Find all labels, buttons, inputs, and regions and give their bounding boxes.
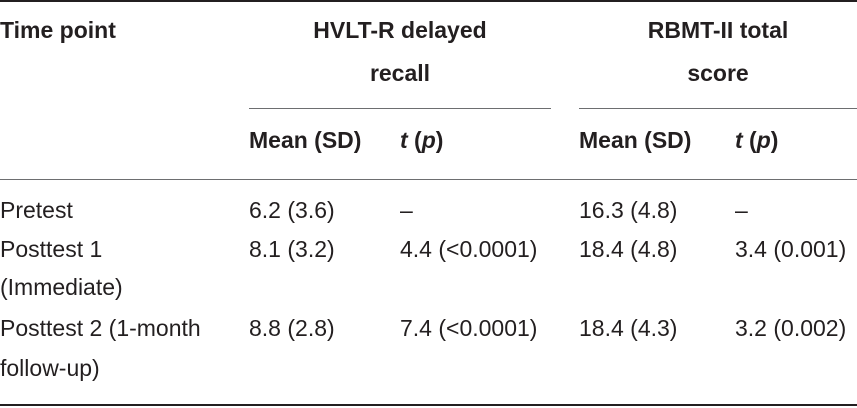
header-time-point: Time point (0, 17, 116, 43)
row-rbmt-mean: 18.4 (4.3) (579, 315, 678, 341)
rbmt-group-rule (579, 108, 857, 109)
header-rbmt-t-p: t (p) (735, 122, 778, 159)
header-rbmt-t-symbol: t (735, 127, 743, 153)
header-bottom-rule (0, 179, 857, 180)
row-time-point: Posttest 2 (1-month (0, 315, 201, 341)
row-hvlt-t: 7.4 (<0.0001) (400, 315, 538, 341)
row-time-point-line2: follow-up) (0, 355, 100, 381)
header-hvlt-mean-sd: Mean (SD) (249, 127, 362, 153)
row-time-point: Posttest 1 (0, 236, 103, 262)
header-hvlt-t-p: t (p) (400, 122, 443, 159)
header-hvlt-t-symbol: t (400, 127, 408, 153)
row-rbmt-t: 3.4 (0.001) (735, 236, 847, 262)
hvlt-group-rule (249, 108, 551, 109)
row-rbmt-t: 3.2 (0.002) (735, 315, 847, 341)
header-rbmt-line2: score (687, 60, 749, 86)
row-hvlt-mean: 8.1 (3.2) (249, 236, 335, 262)
row-hvlt-mean: 8.8 (2.8) (249, 315, 335, 341)
table-bottom-rule (0, 404, 857, 406)
row-hvlt-t: 4.4 (<0.0001) (400, 236, 538, 262)
header-hvlt-p-symbol: p (421, 127, 436, 153)
table-top-rule (0, 0, 857, 2)
row-rbmt-mean: 18.4 (4.8) (579, 236, 678, 262)
header-rbmt-p-symbol: p (756, 127, 771, 153)
row-hvlt-t: – (400, 197, 413, 223)
row-time-point: Pretest (0, 197, 73, 223)
header-hvlt-line1: HVLT-R delayed (313, 17, 487, 43)
row-rbmt-t: – (735, 197, 748, 223)
header-hvlt-close-paren: ) (435, 127, 444, 153)
row-hvlt-mean: 6.2 (3.6) (249, 197, 335, 223)
header-rbmt-line1: RBMT-II total (647, 17, 789, 43)
header-rbmt-open-paren: ( (742, 127, 757, 153)
row-rbmt-mean: 16.3 (4.8) (579, 197, 678, 223)
header-hvlt-open-paren: ( (407, 127, 422, 153)
header-rbmt-mean-sd: Mean (SD) (579, 127, 692, 153)
header-hvlt-line2: recall (369, 60, 431, 86)
header-rbmt-close-paren: ) (770, 127, 779, 153)
row-time-point-line2: (Immediate) (0, 274, 123, 300)
